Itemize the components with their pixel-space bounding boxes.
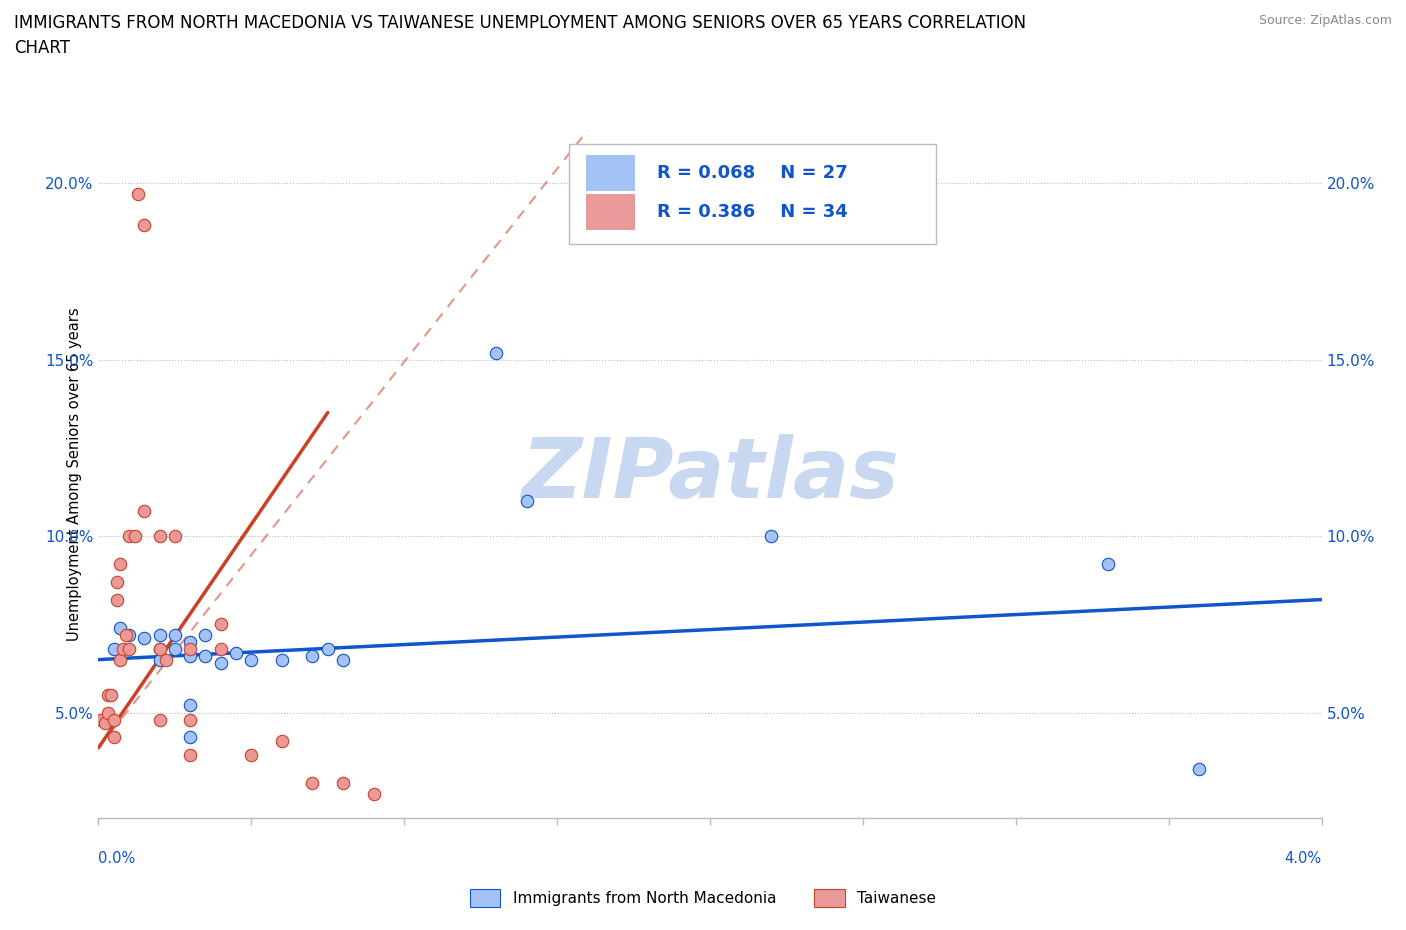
Text: R = 0.068    N = 27: R = 0.068 N = 27 (658, 164, 848, 182)
Y-axis label: Unemployment Among Seniors over 65 years: Unemployment Among Seniors over 65 years (67, 308, 83, 641)
Point (301, 776, 323, 790)
Point (134, 504, 156, 519)
Point (179, 748, 201, 763)
Point (163, 528, 186, 543)
Point (179, 648, 201, 663)
Point (163, 628, 186, 643)
Point (179, 730, 201, 745)
Point (97, 705, 120, 720)
Text: R = 0.386    N = 34: R = 0.386 N = 34 (658, 203, 848, 221)
Point (134, 631, 156, 645)
Point (108, 557, 131, 572)
Text: CHART: CHART (14, 39, 70, 57)
Point (209, 656, 232, 671)
Point (97, 687, 120, 702)
Point (108, 620, 131, 635)
Point (124, 528, 146, 543)
Point (209, 642, 232, 657)
Point (108, 652, 131, 667)
Point (485, 345, 508, 360)
Point (316, 642, 339, 657)
Point (149, 712, 172, 727)
Point (149, 642, 172, 657)
Point (118, 528, 141, 543)
Point (103, 730, 125, 745)
Point (194, 628, 217, 643)
Text: IMMIGRANTS FROM NORTH MACEDONIA VS TAIWANESE UNEMPLOYMENT AMONG SENIORS OVER 65 : IMMIGRANTS FROM NORTH MACEDONIA VS TAIWA… (14, 14, 1026, 32)
Point (105, 575, 128, 590)
Point (1097, 557, 1119, 572)
Point (103, 642, 125, 657)
Point (332, 776, 354, 790)
Text: 0.0%: 0.0% (98, 851, 135, 866)
Point (118, 628, 141, 643)
Point (149, 642, 172, 657)
Point (363, 786, 385, 801)
Point (155, 652, 177, 667)
Point (105, 592, 128, 607)
Point (179, 698, 201, 713)
Point (127, 186, 149, 201)
Text: ZIPatlas: ZIPatlas (522, 433, 898, 515)
Point (516, 493, 538, 508)
Point (1188, 762, 1211, 777)
Point (179, 712, 201, 727)
Point (270, 734, 294, 749)
Bar (586, 194, 636, 230)
Point (149, 652, 172, 667)
Point (301, 648, 323, 663)
Point (100, 687, 122, 702)
Point (163, 642, 186, 657)
Point (179, 634, 201, 649)
Point (115, 628, 138, 643)
Bar (569, 144, 936, 244)
Point (270, 652, 294, 667)
Legend: Immigrants from North Macedonia, Taiwanese: Immigrants from North Macedonia, Taiwane… (464, 884, 942, 913)
Point (225, 645, 247, 660)
Point (759, 528, 782, 543)
Point (118, 642, 141, 657)
Text: 4.0%: 4.0% (1285, 851, 1322, 866)
Point (93, 716, 115, 731)
Point (149, 628, 172, 643)
Point (240, 748, 263, 763)
Point (103, 712, 125, 727)
Point (332, 652, 354, 667)
Point (149, 528, 172, 543)
Point (209, 617, 232, 631)
Point (134, 218, 156, 232)
Point (240, 652, 263, 667)
Point (179, 642, 201, 657)
Bar (586, 155, 636, 191)
Point (194, 648, 217, 663)
Point (111, 642, 134, 657)
Text: Source: ZipAtlas.com: Source: ZipAtlas.com (1258, 14, 1392, 27)
Point (90, 712, 112, 727)
